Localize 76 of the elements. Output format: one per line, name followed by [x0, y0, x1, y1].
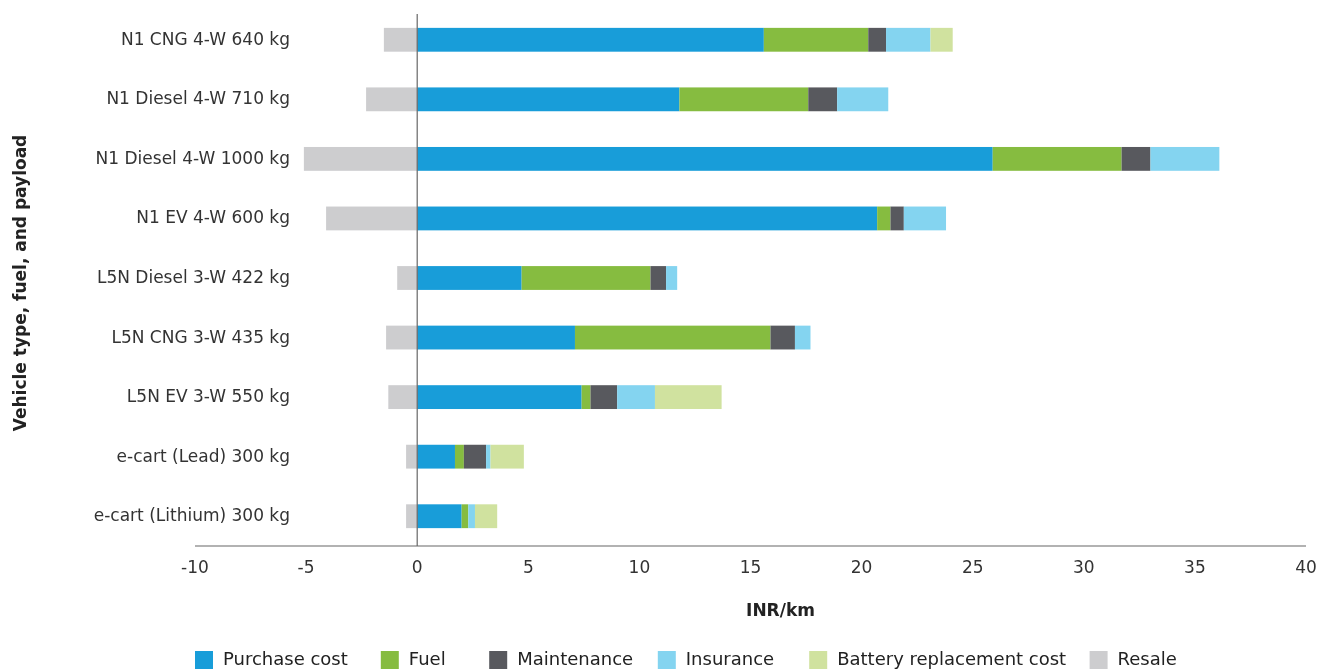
y-tick-label: L5N CNG 3-W 435 kg [111, 326, 290, 347]
bar [770, 325, 795, 350]
bar [763, 27, 869, 52]
legend-label: Purchase cost [223, 648, 348, 669]
bar [581, 385, 591, 410]
bar [1121, 146, 1151, 171]
legend-label: Maintenance [517, 648, 634, 669]
bar [930, 27, 953, 52]
bar [417, 385, 582, 410]
bar [666, 266, 678, 290]
legend-label: Battery replacement cost [837, 648, 1067, 669]
y-axis-title: Vehicle type, fuel, and payload [10, 134, 30, 432]
bar [366, 87, 418, 112]
bar [868, 27, 887, 52]
legend-label: Insurance [685, 648, 775, 669]
bar [679, 87, 809, 112]
y-tick-label: N1 CNG 4-W 640 kg [120, 28, 290, 49]
bar [417, 266, 522, 290]
bar [837, 87, 889, 112]
bar [521, 266, 651, 290]
y-tick-label: N1 EV 4-W 600 kg [136, 207, 290, 228]
bar [574, 325, 771, 350]
x-tick-label: 0 [411, 557, 423, 577]
y-tick-label: L5N EV 3-W 550 kg [126, 386, 290, 407]
bar [386, 325, 418, 350]
y-tick-label: N1 Diesel 4-W 710 kg [106, 88, 290, 109]
bar [992, 146, 1122, 171]
bar [590, 385, 618, 410]
bar [417, 206, 878, 231]
x-tick-label: 40 [1295, 557, 1317, 577]
x-tick-label: 25 [961, 557, 984, 577]
bar [397, 266, 418, 290]
y-tick-label: N1 Diesel 4-W 1000 kg [95, 147, 290, 168]
x-tick-label: 30 [1072, 557, 1095, 577]
bar [406, 444, 418, 469]
y-tick-label: L5N Diesel 3-W 422 kg [96, 267, 290, 287]
y-tick-label: e-cart (Lead) 300 kg [116, 445, 290, 466]
y-tick-label: e-cart (Lithium) 300 kg [93, 505, 290, 526]
bar [417, 444, 455, 469]
bar [1150, 146, 1220, 171]
bar [417, 27, 764, 52]
x-tick-label: 20 [850, 557, 873, 577]
bar [454, 444, 464, 469]
bar [654, 385, 722, 410]
bar [486, 444, 491, 469]
x-axis-title: INR/km [746, 600, 815, 620]
bar [474, 504, 498, 529]
x-tick-label: 10 [628, 557, 651, 577]
bar [877, 206, 891, 231]
bar [490, 444, 524, 469]
bar [463, 444, 487, 469]
bar [794, 325, 811, 350]
bar [417, 504, 462, 529]
x-tick-label: -10 [181, 557, 209, 577]
bar [808, 87, 838, 112]
bar [468, 504, 475, 529]
bar [383, 27, 418, 52]
bar [303, 146, 418, 171]
bar [406, 504, 418, 529]
bar [417, 146, 993, 171]
bar [461, 504, 469, 529]
bar [388, 385, 418, 410]
legend-label: Resale [1117, 648, 1177, 669]
bar [903, 206, 947, 231]
bar [417, 325, 575, 350]
bar [886, 27, 931, 52]
x-tick-label: 35 [1184, 557, 1206, 577]
x-tick-label: 5 [522, 557, 534, 577]
x-tick-label: 15 [739, 557, 762, 577]
bar [650, 266, 667, 290]
x-tick-label: -5 [297, 557, 315, 577]
bar [890, 206, 904, 231]
bar [617, 385, 655, 410]
bar [417, 87, 680, 112]
legend-label: Fuel [408, 648, 446, 669]
bar [326, 206, 418, 231]
